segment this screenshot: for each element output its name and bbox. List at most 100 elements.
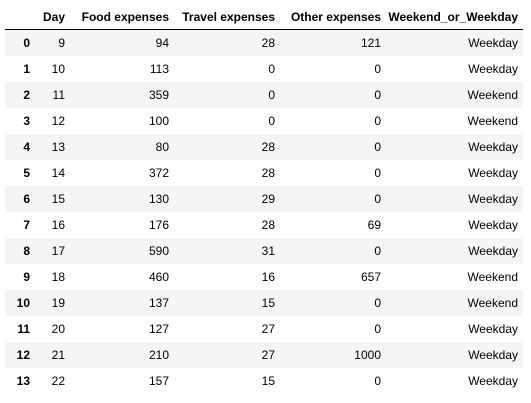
cell-food-expenses: 176 (148, 217, 169, 232)
row-index: 11 (17, 321, 30, 336)
cell-other-expenses: 0 (374, 165, 381, 180)
row-index: 1 (23, 61, 30, 76)
cell-travel-expenses: 0 (268, 87, 275, 102)
cell-travel-expenses: 0 (268, 61, 275, 76)
row-index: 3 (23, 113, 30, 128)
cell-weekend-or-weekday: Weekday (468, 347, 518, 362)
table-row: 7 16 176 28 69 Weekday (5, 211, 523, 238)
cell-travel-expenses: 28 (261, 165, 275, 180)
table-row: 5 14 372 28 0 Weekday (5, 159, 523, 186)
cell-day: 13 (51, 139, 65, 154)
cell-other-expenses: 1000 (354, 347, 381, 362)
table-row: 6 15 130 29 0 Weekday (5, 185, 523, 212)
cell-food-expenses: 157 (148, 373, 169, 388)
cell-food-expenses: 137 (148, 295, 169, 310)
cell-food-expenses: 127 (148, 321, 169, 336)
cell-other-expenses: 0 (374, 321, 381, 336)
row-index: 5 (23, 165, 30, 180)
table-row: 12 21 210 27 1000 Weekday (5, 341, 523, 368)
table-header: Day Food expenses Travel expenses Other … (5, 5, 523, 30)
cell-other-expenses: 0 (374, 191, 381, 206)
cell-food-expenses: 590 (148, 243, 169, 258)
table-row: 13 22 157 15 0 Weekday (5, 367, 523, 394)
row-index: 8 (23, 243, 30, 258)
cell-weekend-or-weekday: Weekend (467, 87, 518, 102)
cell-day: 17 (51, 243, 65, 258)
cell-food-expenses: 359 (148, 87, 169, 102)
column-header-weekend-or-weekday: Weekend_or_Weekday (386, 5, 523, 30)
cell-day: 15 (51, 191, 65, 206)
row-index: 7 (23, 217, 30, 232)
row-index: 4 (23, 139, 30, 154)
cell-travel-expenses: 27 (261, 321, 275, 336)
cell-other-expenses: 0 (374, 295, 381, 310)
column-header-food-expenses: Food expenses (70, 5, 174, 30)
cell-day: 12 (51, 113, 65, 128)
cell-other-expenses: 0 (374, 243, 381, 258)
cell-travel-expenses: 28 (261, 139, 275, 154)
cell-day: 20 (51, 321, 65, 336)
cell-day: 19 (51, 295, 65, 310)
row-index: 0 (23, 35, 30, 50)
cell-other-expenses: 0 (374, 113, 381, 128)
cell-day: 14 (51, 165, 65, 180)
cell-weekend-or-weekday: Weekday (468, 191, 518, 206)
cell-other-expenses: 657 (360, 269, 381, 284)
cell-weekend-or-weekday: Weekday (468, 217, 518, 232)
cell-travel-expenses: 16 (261, 269, 275, 284)
cell-food-expenses: 94 (155, 35, 169, 50)
cell-weekend-or-weekday: Weekend (467, 269, 518, 284)
cell-food-expenses: 210 (148, 347, 169, 362)
cell-travel-expenses: 15 (261, 295, 275, 310)
column-header-travel-expenses: Travel expenses (174, 5, 280, 30)
cell-weekend-or-weekday: Weekday (468, 165, 518, 180)
cell-day: 10 (51, 61, 65, 76)
cell-food-expenses: 100 (148, 113, 169, 128)
index-header (5, 5, 35, 30)
cell-weekend-or-weekday: Weekday (468, 61, 518, 76)
cell-day: 9 (58, 35, 65, 50)
cell-weekend-or-weekday: Weekday (468, 321, 518, 336)
cell-food-expenses: 460 (148, 269, 169, 284)
column-header-day: Day (35, 5, 70, 30)
cell-weekend-or-weekday: Weekend (467, 295, 518, 310)
table-row: 1 10 113 0 0 Weekday (5, 55, 523, 82)
cell-food-expenses: 372 (148, 165, 169, 180)
cell-food-expenses: 113 (149, 61, 169, 76)
row-index: 6 (23, 191, 30, 206)
row-index: 10 (16, 295, 30, 310)
cell-travel-expenses: 31 (261, 243, 275, 258)
table-row: 4 13 80 28 0 Weekday (5, 133, 523, 160)
cell-other-expenses: 0 (374, 139, 381, 154)
header-row: Day Food expenses Travel expenses Other … (5, 5, 523, 30)
cell-other-expenses: 0 (374, 61, 381, 76)
cell-other-expenses: 0 (374, 373, 381, 388)
cell-weekend-or-weekday: Weekday (468, 139, 518, 154)
table-row: 3 12 100 0 0 Weekend (5, 107, 523, 134)
table-row: 10 19 137 15 0 Weekend (5, 289, 523, 316)
table-row: 11 20 127 27 0 Weekday (5, 315, 523, 342)
cell-travel-expenses: 27 (261, 347, 275, 362)
cell-weekend-or-weekday: Weekend (467, 113, 518, 128)
cell-day: 11 (52, 87, 65, 102)
cell-day: 16 (51, 217, 65, 232)
table-row: 8 17 590 31 0 Weekday (5, 237, 523, 264)
column-header-other-expenses: Other expenses (280, 5, 386, 30)
cell-travel-expenses: 15 (261, 373, 275, 388)
table-row: 9 18 460 16 657 Weekend (5, 263, 523, 290)
cell-weekend-or-weekday: Weekday (468, 35, 518, 50)
cell-weekend-or-weekday: Weekday (468, 243, 518, 258)
cell-food-expenses: 130 (148, 191, 169, 206)
cell-day: 21 (51, 347, 65, 362)
table-row: 2 11 359 0 0 Weekend (5, 81, 523, 108)
row-index: 2 (23, 87, 30, 102)
cell-other-expenses: 69 (367, 217, 381, 232)
cell-weekend-or-weekday: Weekday (468, 373, 518, 388)
table-body: 0 9 94 28 121 Weekday 1 10 113 0 0 Weekday 2 11 359 0 0 W… (5, 29, 523, 394)
dataframe-table: Day Food expenses Travel expenses Other … (5, 5, 523, 394)
cell-travel-expenses: 28 (261, 217, 275, 232)
row-index: 9 (23, 269, 30, 284)
cell-other-expenses: 0 (374, 87, 381, 102)
cell-other-expenses: 121 (360, 35, 381, 50)
